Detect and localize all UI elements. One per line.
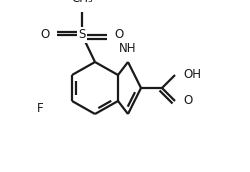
Text: CH₃: CH₃ [71, 0, 93, 5]
Text: O: O [41, 29, 50, 41]
Text: NH: NH [119, 42, 137, 55]
Text: S: S [78, 29, 86, 41]
Text: F: F [36, 101, 43, 115]
Text: O: O [183, 94, 192, 108]
Text: OH: OH [183, 68, 201, 82]
Text: O: O [114, 29, 123, 41]
